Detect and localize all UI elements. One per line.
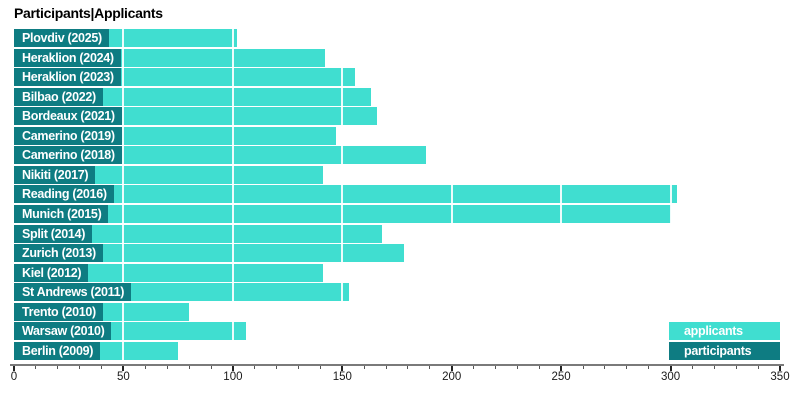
category-label-chip: Camerino (2019) bbox=[14, 126, 122, 145]
axis-major-tick bbox=[13, 366, 15, 371]
gridline bbox=[450, 29, 453, 360]
bar-row: Nikiti (2017) bbox=[14, 165, 780, 184]
legend-label-participants: participants bbox=[684, 344, 752, 358]
axis-minor-tick bbox=[254, 366, 256, 369]
axis-tick-label: 0 bbox=[10, 371, 18, 383]
axis-major-tick bbox=[341, 366, 344, 371]
axis-minor-tick bbox=[473, 366, 475, 369]
axis-minor-tick bbox=[144, 366, 146, 369]
axis-tick-label: 100 bbox=[223, 371, 243, 383]
axis-minor-tick bbox=[363, 366, 365, 369]
axis-minor-tick bbox=[276, 366, 278, 369]
category-label-chip: Trento (2010) bbox=[14, 302, 103, 321]
axis-major-tick bbox=[122, 366, 125, 371]
applicants-bar bbox=[14, 224, 382, 243]
axis-minor-tick bbox=[735, 366, 737, 369]
gridline bbox=[669, 29, 672, 360]
category-label-chip: St Andrews (2011) bbox=[14, 283, 132, 302]
bar-row: Zurich (2013) bbox=[14, 244, 780, 263]
category-label-chip: Nikiti (2017) bbox=[14, 165, 96, 184]
axis-tick-label: 50 bbox=[116, 371, 130, 383]
x-axis-line bbox=[10, 364, 784, 366]
bar-row: Camerino (2019) bbox=[14, 126, 780, 145]
axis-minor-tick bbox=[692, 366, 693, 369]
bar-row: Plovdiv (2025) bbox=[14, 29, 780, 47]
axis-minor-tick bbox=[319, 366, 321, 369]
category-label-chip: Bilbao (2022) bbox=[14, 87, 103, 106]
category-label-chip: Munich (2015) bbox=[14, 205, 109, 224]
axis-tick-label: 350 bbox=[770, 371, 790, 383]
axis-minor-tick bbox=[516, 366, 518, 369]
axis-minor-tick bbox=[495, 366, 496, 369]
gridline bbox=[231, 29, 234, 360]
axis-major-tick bbox=[779, 366, 781, 371]
axis-minor-tick bbox=[298, 366, 299, 369]
bar-row: Heraklion (2024) bbox=[14, 48, 780, 67]
applicants-bar bbox=[14, 87, 371, 106]
bar-row: Warsaw (2010) bbox=[14, 322, 780, 341]
axis-minor-tick bbox=[166, 366, 168, 369]
axis-minor-tick bbox=[188, 366, 190, 369]
category-label-chip: Reading (2016) bbox=[14, 185, 114, 204]
axis-minor-tick bbox=[57, 366, 59, 369]
gridline bbox=[560, 29, 563, 360]
category-label-chip: Heraklion (2024) bbox=[14, 48, 121, 67]
bar-row: St Andrews (2011) bbox=[14, 283, 780, 302]
legend-label-applicants: applicants bbox=[684, 324, 743, 338]
axis-minor-tick bbox=[626, 366, 628, 369]
legend-item-applicants: applicants bbox=[669, 322, 780, 340]
category-label-chip: Kiel (2012) bbox=[14, 263, 89, 282]
bar-row: Split (2014) bbox=[14, 224, 780, 243]
category-label-chip: Camerino (2018) bbox=[14, 146, 122, 165]
axis-tick-label: 150 bbox=[332, 371, 352, 383]
category-label-chip: Heraklion (2023) bbox=[14, 68, 121, 87]
axis-minor-tick bbox=[648, 366, 650, 369]
axis-major-tick bbox=[231, 366, 234, 371]
axis-minor-tick bbox=[713, 366, 715, 369]
legend-item-participants: participants bbox=[669, 342, 780, 360]
axis-tick-label: 250 bbox=[551, 371, 571, 383]
axis-minor-tick bbox=[385, 366, 387, 369]
chart-title: Participants|Applicants bbox=[14, 5, 163, 21]
axis-major-tick bbox=[669, 366, 672, 371]
category-label-chip: Bordeaux (2021) bbox=[14, 107, 122, 126]
category-label-chip: Plovdiv (2025) bbox=[14, 29, 109, 47]
axis-minor-tick bbox=[429, 366, 431, 369]
axis-minor-tick bbox=[538, 366, 540, 369]
gridline bbox=[122, 29, 125, 360]
bar-row: Trento (2010) bbox=[14, 302, 780, 321]
legend: applicants participants bbox=[669, 322, 780, 362]
category-label-chip: Split (2014) bbox=[14, 224, 93, 243]
axis-tick-label: 200 bbox=[442, 371, 462, 383]
axis-minor-tick bbox=[79, 366, 81, 369]
gridline bbox=[341, 29, 344, 360]
axis-minor-tick bbox=[757, 366, 759, 369]
bar-row: Camerino (2018) bbox=[14, 146, 780, 165]
applicants-bar bbox=[14, 244, 404, 263]
bar-row: Berlin (2009) bbox=[14, 341, 780, 360]
axis-minor-tick bbox=[101, 366, 102, 369]
category-label-chip: Warsaw (2010) bbox=[14, 322, 112, 341]
axis-minor-tick bbox=[35, 366, 37, 369]
bar-row: Bilbao (2022) bbox=[14, 87, 780, 106]
bar-row: Munich (2015) bbox=[14, 205, 780, 224]
applicants-bar bbox=[14, 263, 323, 282]
category-label-chip: Berlin (2009) bbox=[14, 341, 101, 360]
axis-minor-tick bbox=[604, 366, 606, 369]
axis-minor-tick bbox=[210, 366, 212, 369]
axis-major-tick bbox=[450, 366, 453, 371]
applicants-bar bbox=[14, 185, 678, 204]
bar-row: Bordeaux (2021) bbox=[14, 107, 780, 126]
bar-row: Heraklion (2023) bbox=[14, 68, 780, 87]
category-label-chip: Zurich (2013) bbox=[14, 244, 103, 263]
axis-major-tick bbox=[560, 366, 563, 371]
axis-minor-tick bbox=[407, 366, 409, 369]
axis-minor-tick bbox=[582, 366, 584, 369]
bar-row: Kiel (2012) bbox=[14, 263, 780, 282]
axis-tick-label: 300 bbox=[661, 371, 681, 383]
bar-row: Reading (2016) bbox=[14, 185, 780, 204]
plot-area: Plovdiv (2025) Heraklion (2024) Heraklion … bbox=[14, 29, 780, 360]
